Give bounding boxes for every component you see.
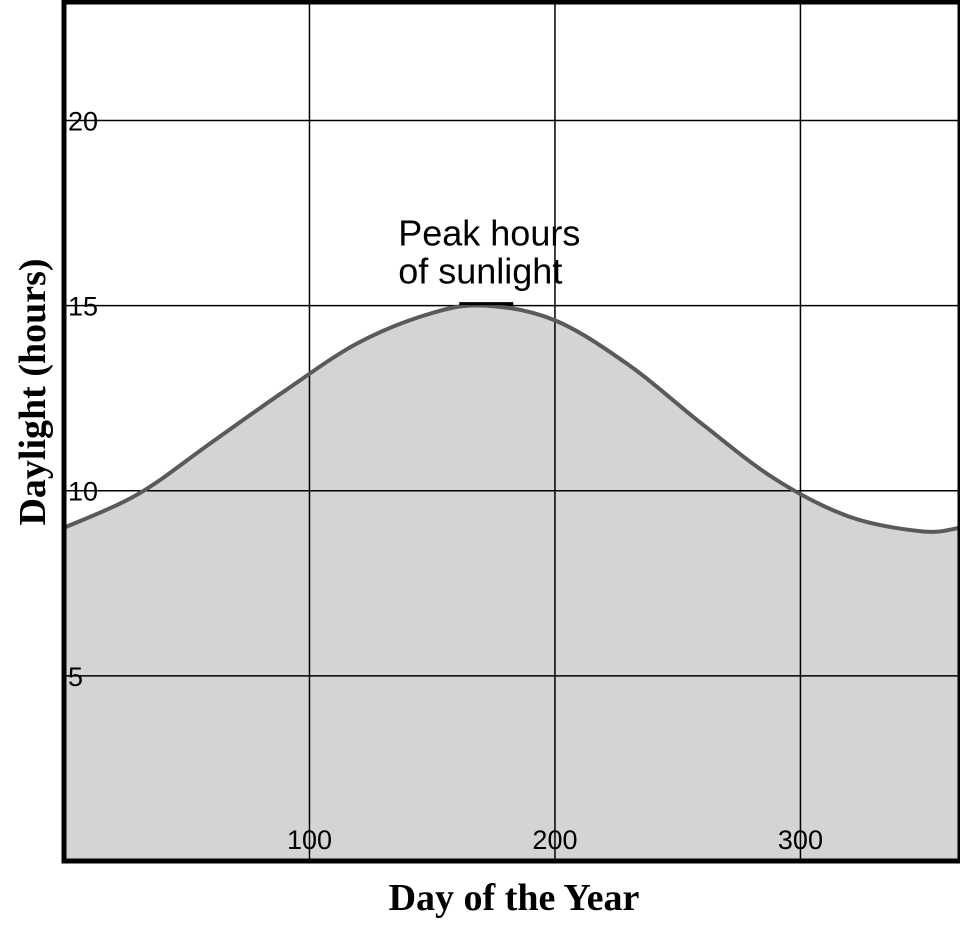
x-tick-label: 100	[287, 825, 332, 855]
x-axis-title: Day of the Year	[389, 877, 640, 919]
daylight-curve	[63, 303, 960, 534]
y-tick-label: 5	[68, 662, 83, 692]
daylight-area-fill	[64, 305, 960, 862]
peak-annotation-line2: of sunlight	[398, 251, 562, 292]
x-tick-label: 200	[532, 825, 577, 855]
grid-lines	[64, 2, 960, 861]
peak-annotation-line1: Peak hours	[398, 213, 580, 254]
y-tick-label: 15	[68, 292, 98, 322]
tick-labels: 100 200 300 5 10 15 20	[68, 106, 823, 855]
x-tick-label: 300	[778, 825, 823, 855]
y-tick-label: 10	[68, 477, 98, 507]
y-axis-title: Daylight (hours)	[12, 258, 54, 525]
plot-frame	[61, 0, 960, 864]
plot-area	[61, 0, 960, 864]
y-tick-label: 20	[68, 106, 98, 136]
